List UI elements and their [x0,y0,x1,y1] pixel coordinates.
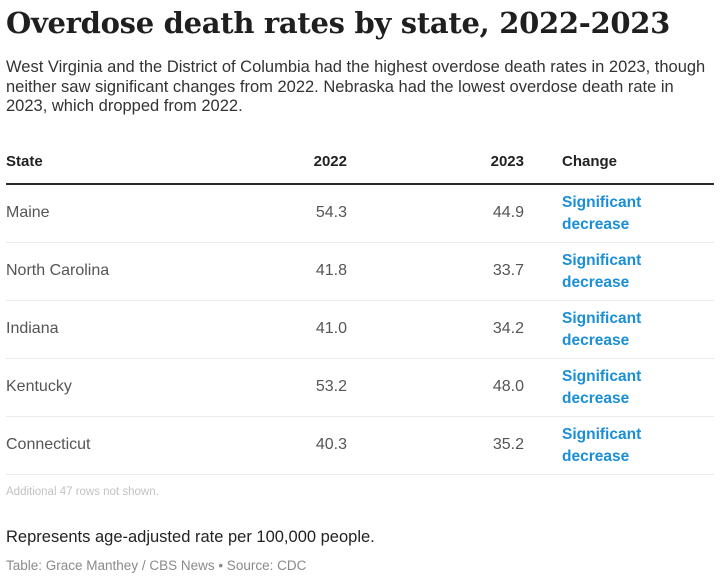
cell-change: Significant decrease [562,252,642,291]
cell-2023: 48.0 [492,378,524,395]
table-row: Maine 54.3 44.9 Significant decrease [6,185,714,243]
table-row: North Carolina 41.8 33.7 Significant dec… [6,243,714,301]
column-header-2022[interactable]: 2022 [313,153,347,170]
cell-2023: 34.2 [492,320,524,337]
cell-state: Connecticut [6,436,91,453]
table-header: State 2022 2023 Change [6,150,714,185]
table-row: Connecticut 40.3 35.2 Significant decrea… [6,417,714,475]
cell-state: Kentucky [6,378,72,395]
cell-change: Significant decrease [562,310,642,349]
footnote: Represents age-adjusted rate per 100,000… [6,528,375,546]
cell-2023: 33.7 [492,262,524,279]
table-row: Indiana 41.0 34.2 Significant decrease [6,301,714,359]
cell-2022: 40.3 [315,436,347,453]
cell-2023: 44.9 [492,204,524,221]
cell-2023: 35.2 [492,436,524,453]
table-row: Kentucky 53.2 48.0 Significant decrease [6,359,714,417]
chart-title: Overdose death rates by state, 2022-2023 [6,6,671,40]
cell-2022: 54.3 [315,204,347,221]
cell-change: Significant decrease [562,368,642,407]
cell-2022: 53.2 [315,378,347,395]
cell-change: Significant decrease [562,426,642,465]
cell-change: Significant decrease [562,194,642,233]
cell-state: Indiana [6,320,59,337]
cell-state: Maine [6,204,50,221]
cell-2022: 41.0 [315,320,347,337]
chart-subtitle: West Virginia and the District of Columb… [6,58,706,115]
hidden-rows-note: Additional 47 rows not shown. [6,486,159,498]
column-header-2023[interactable]: 2023 [490,153,524,170]
cell-state: North Carolina [6,262,110,279]
column-header-change[interactable]: Change [562,153,618,170]
column-header-state[interactable]: State [6,153,43,170]
source-credit: Table: Grace Manthey / CBS News • Source… [6,558,307,573]
cell-2022: 41.8 [315,262,347,279]
